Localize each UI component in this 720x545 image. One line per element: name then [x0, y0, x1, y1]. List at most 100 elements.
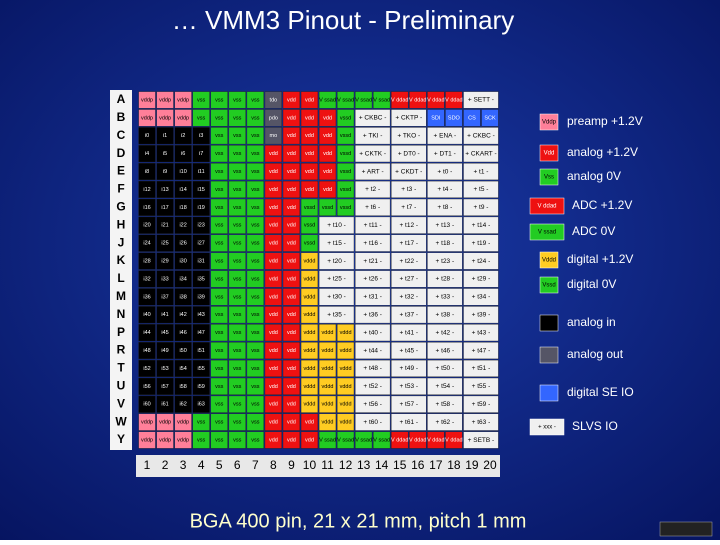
pin-name: vddp — [159, 115, 171, 121]
pin-name: vss — [251, 133, 260, 139]
pin-name: + t9 - — [473, 204, 488, 211]
pin-cell — [282, 109, 301, 127]
pin-name: i11 — [198, 169, 205, 175]
pin-name: i55 — [198, 366, 205, 372]
pin-name: i48 — [143, 348, 150, 354]
row-label: F — [117, 182, 124, 196]
pin-name: vdd — [323, 169, 332, 175]
pin-name: + t5 - — [473, 186, 488, 193]
pin-name: + DT0 - — [398, 150, 420, 157]
pin-name: V ssad — [355, 97, 372, 103]
pin-name: vss — [215, 402, 224, 408]
legend-swatch-text: Vdd — [544, 151, 555, 157]
pin-cell — [228, 270, 246, 288]
pin-name: + t7 - — [401, 204, 416, 211]
pin-cell — [192, 324, 210, 342]
pin-cell — [355, 180, 391, 199]
pin-cell — [427, 359, 463, 378]
pin-cell — [156, 359, 174, 378]
pin-cell — [318, 359, 337, 378]
pin-cell — [174, 377, 192, 395]
column-label: 9 — [288, 458, 295, 472]
column-label: 14 — [375, 458, 389, 472]
pin-name: vss — [215, 384, 224, 390]
legend-label: analog +1.2V — [567, 145, 638, 159]
pin-name: i2 — [181, 133, 185, 139]
pin-name: i63 — [198, 402, 205, 408]
pin-cell — [282, 413, 301, 431]
pin-name: i53 — [161, 366, 168, 372]
pin-cell — [427, 162, 463, 181]
pin-name: i25 — [161, 241, 168, 247]
pin-cell — [156, 431, 174, 449]
pin-cell — [210, 324, 228, 342]
pin-cell — [463, 324, 499, 342]
pin-name: vss — [215, 294, 224, 300]
pin-cell — [427, 109, 445, 127]
pin-name: vddp — [141, 420, 153, 426]
row-label: N — [117, 307, 126, 321]
pin-cell — [228, 162, 246, 181]
pin-name: i7 — [199, 151, 203, 157]
legend-label: preamp +1.2V — [567, 114, 643, 128]
pin-name: + t12 - — [399, 222, 418, 229]
pin-cell — [355, 252, 391, 270]
pin-cell — [156, 180, 174, 199]
pin-cell — [300, 270, 319, 288]
pin-name: + t16 - — [363, 240, 382, 247]
pin-cell — [463, 270, 499, 288]
pin-cell — [300, 377, 319, 395]
pin-cell — [228, 395, 246, 413]
pin-name: + t10 - — [327, 222, 346, 229]
pin-cell — [156, 342, 174, 360]
pin-name: i4 — [145, 151, 149, 157]
pin-name: vss — [215, 420, 224, 426]
pin-cell — [355, 198, 391, 216]
pin-cell — [318, 234, 355, 252]
pin-name: vdd — [287, 348, 296, 354]
pin-name: vdd — [269, 276, 278, 282]
pin-cell — [228, 431, 246, 449]
pin-cell — [445, 91, 463, 109]
pin-cell — [138, 324, 156, 342]
pin-name: vss — [215, 259, 224, 265]
pin-name: vdd — [269, 187, 278, 193]
pin-name: vss — [233, 384, 242, 390]
pin-cell — [300, 306, 319, 324]
pin-cell — [355, 413, 391, 431]
pin-name: + CKBC - — [467, 132, 495, 139]
pin-cell — [463, 288, 499, 306]
pin-name: i57 — [161, 384, 168, 390]
pin-name: vddp — [159, 438, 171, 444]
pin-name: i54 — [179, 366, 186, 372]
pin-name: + t22 - — [399, 258, 418, 265]
pin-cell — [427, 270, 463, 288]
pin-cell — [355, 306, 391, 324]
pin-name: vss — [233, 205, 242, 211]
legend-label: analog in — [567, 315, 616, 329]
pin-name: vss — [251, 259, 260, 265]
pin-cell — [282, 377, 301, 395]
pin-cell — [318, 431, 337, 449]
legend-swatch-text: Vddd — [542, 258, 556, 264]
pin-cell — [246, 306, 264, 324]
pin-name: vss — [215, 187, 224, 193]
pin-name: vss — [197, 438, 206, 444]
pin-name: vssd — [340, 133, 351, 139]
pin-cell — [391, 288, 427, 306]
pin-name: vdd — [287, 312, 296, 318]
pin-cell — [355, 324, 391, 342]
pin-name: + CKBC - — [359, 115, 387, 122]
pin-name: vss — [215, 97, 224, 103]
pin-cell — [463, 377, 499, 395]
pin-name: vddp — [177, 97, 189, 103]
legend-swatch — [539, 168, 559, 186]
pin-cell — [228, 288, 246, 306]
pin-name: vddd — [340, 384, 352, 390]
pin-name: + t29 - — [472, 276, 491, 283]
pin-cell — [156, 324, 174, 342]
footer: BGA 400 pin, 21 x 21 mm, pitch 1 mm — [190, 510, 527, 532]
pin-cell — [463, 109, 481, 127]
pin-cell — [336, 91, 355, 109]
